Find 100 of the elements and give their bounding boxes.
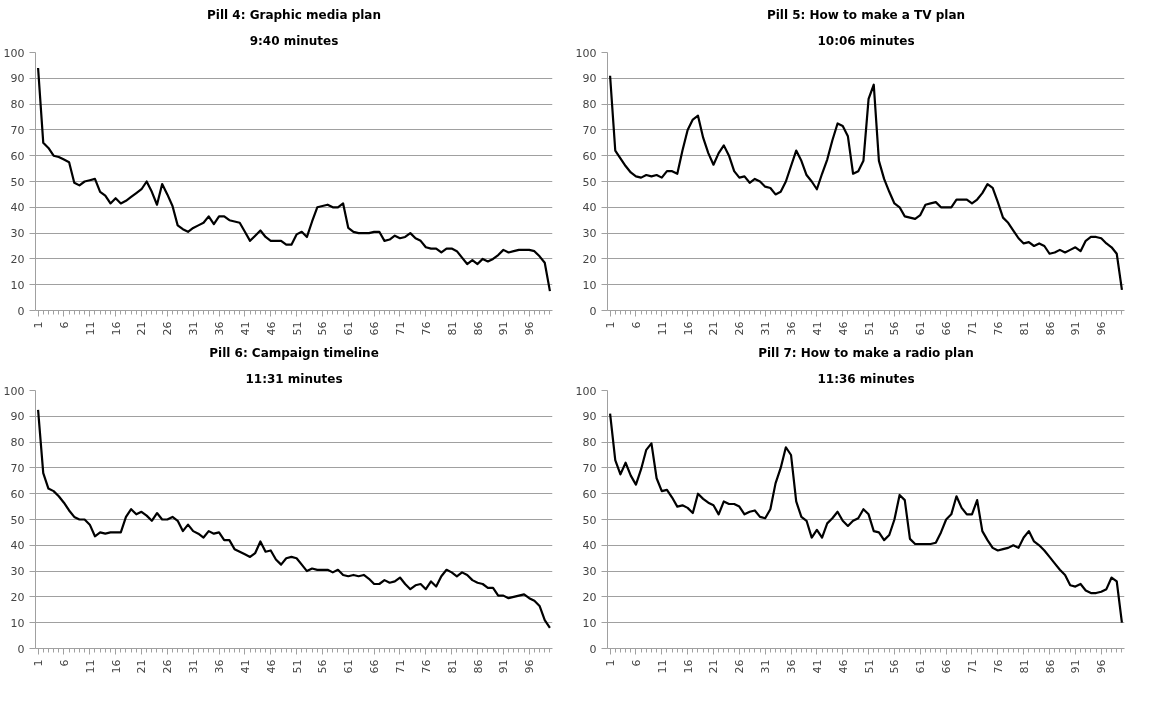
y-tick-label: 100 xyxy=(575,46,597,60)
x-tick-label: 81 xyxy=(445,659,459,674)
x-tick-label: 76 xyxy=(419,321,433,336)
y-tick-label: 90 xyxy=(582,72,597,86)
chart-subtitle: 11:36 minutes xyxy=(817,371,915,386)
x-tick-label: 91 xyxy=(497,659,511,674)
y-tick-label: 100 xyxy=(3,384,25,398)
y-tick-label: 50 xyxy=(10,175,25,189)
x-tick-label: 16 xyxy=(109,659,123,674)
y-tick-label: 60 xyxy=(582,149,597,163)
y-tick-label: 20 xyxy=(582,252,597,266)
y-tick-label: 10 xyxy=(582,278,597,292)
x-tick-label: 51 xyxy=(290,321,304,336)
x-tick-label: 21 xyxy=(135,321,149,336)
x-tick-label: 96 xyxy=(523,321,537,336)
x-tick-label: 31 xyxy=(759,321,773,336)
x-tick-label: 26 xyxy=(733,659,747,674)
chart-subtitle: 10:06 minutes xyxy=(817,33,915,48)
y-tick-label: 90 xyxy=(10,72,25,86)
x-tick-label: 56 xyxy=(316,321,330,336)
y-tick-label: 70 xyxy=(582,461,597,475)
x-tick-label: 81 xyxy=(1017,659,1031,674)
x-tick-label: 76 xyxy=(419,659,433,674)
chart-title: Pill 5: How to make a TV plan xyxy=(766,7,966,22)
x-tick-label: 41 xyxy=(238,659,252,674)
x-tick-label: 31 xyxy=(759,659,773,674)
x-tick-label: 1 xyxy=(604,659,618,667)
x-tick-label: 86 xyxy=(471,659,485,674)
y-tick-label: 30 xyxy=(10,227,25,241)
y-tick-label: 0 xyxy=(17,642,25,656)
y-tick-label: 30 xyxy=(582,227,597,241)
x-tick-label: 1 xyxy=(32,321,46,329)
x-tick-label: 41 xyxy=(238,321,252,336)
chart-title: Pill 7: How to make a radio plan xyxy=(758,345,974,360)
x-tick-label: 36 xyxy=(785,659,799,674)
x-tick-label: 11 xyxy=(83,659,97,674)
x-tick-label: 31 xyxy=(187,321,201,336)
x-tick-label: 6 xyxy=(57,321,71,329)
x-tick-label: 6 xyxy=(57,659,71,667)
y-tick-label: 0 xyxy=(589,642,597,656)
x-tick-label: 61 xyxy=(914,321,928,336)
x-tick-label: 96 xyxy=(1095,659,1109,674)
x-tick-label: 66 xyxy=(940,659,954,674)
chart-subtitle: 9:40 minutes xyxy=(249,33,339,48)
y-tick-label: 40 xyxy=(582,201,597,215)
y-tick-label: 80 xyxy=(10,436,25,450)
y-tick-label: 100 xyxy=(575,384,597,398)
x-tick-label: 26 xyxy=(733,321,747,336)
y-tick-label: 40 xyxy=(582,539,597,553)
x-tick-label: 51 xyxy=(290,659,304,674)
x-tick-label: 91 xyxy=(1069,321,1083,336)
y-tick-label: 10 xyxy=(582,616,597,630)
x-tick-label: 86 xyxy=(1043,659,1057,674)
x-tick-label: 46 xyxy=(836,659,850,674)
y-tick-label: 20 xyxy=(582,590,597,604)
y-tick-label: 70 xyxy=(10,123,25,137)
x-tick-label: 66 xyxy=(940,321,954,336)
x-tick-label: 21 xyxy=(135,659,149,674)
x-tick-label: 76 xyxy=(991,659,1005,674)
x-tick-label: 11 xyxy=(655,321,669,336)
y-tick-label: 90 xyxy=(582,410,597,424)
y-tick-label: 100 xyxy=(3,46,25,60)
y-tick-label: 50 xyxy=(582,175,597,189)
x-tick-label: 61 xyxy=(342,659,356,674)
x-tick-label: 56 xyxy=(888,659,902,674)
x-tick-label: 41 xyxy=(810,321,824,336)
y-tick-label: 70 xyxy=(582,123,597,137)
x-tick-label: 31 xyxy=(187,659,201,674)
x-tick-label: 56 xyxy=(888,321,902,336)
chart-subtitle: 11:31 minutes xyxy=(245,371,343,386)
y-tick-label: 60 xyxy=(10,149,25,163)
x-tick-label: 96 xyxy=(523,659,537,674)
x-tick-label: 1 xyxy=(604,321,618,329)
x-tick-label: 66 xyxy=(368,321,382,336)
x-tick-label: 61 xyxy=(914,659,928,674)
x-tick-label: 86 xyxy=(1043,321,1057,336)
x-tick-label: 56 xyxy=(316,659,330,674)
x-tick-label: 36 xyxy=(213,659,227,674)
x-tick-label: 61 xyxy=(342,321,356,336)
x-tick-label: 21 xyxy=(707,321,721,336)
y-tick-label: 10 xyxy=(10,278,25,292)
x-tick-label: 71 xyxy=(393,321,407,336)
x-tick-label: 71 xyxy=(965,659,979,674)
y-tick-label: 60 xyxy=(582,487,597,501)
y-tick-label: 80 xyxy=(10,98,25,112)
x-tick-label: 16 xyxy=(681,321,695,336)
x-tick-label: 41 xyxy=(810,659,824,674)
x-tick-label: 81 xyxy=(445,321,459,336)
x-tick-label: 91 xyxy=(497,321,511,336)
x-tick-label: 96 xyxy=(1095,321,1109,336)
x-tick-label: 91 xyxy=(1069,659,1083,674)
y-tick-label: 0 xyxy=(589,304,597,318)
x-tick-label: 66 xyxy=(368,659,382,674)
x-tick-label: 71 xyxy=(393,659,407,674)
x-tick-label: 86 xyxy=(471,321,485,336)
y-tick-label: 20 xyxy=(10,590,25,604)
y-tick-label: 60 xyxy=(10,487,25,501)
chart-title: Pill 6: Campaign timeline xyxy=(209,345,379,360)
x-tick-label: 81 xyxy=(1017,321,1031,336)
x-tick-label: 36 xyxy=(785,321,799,336)
